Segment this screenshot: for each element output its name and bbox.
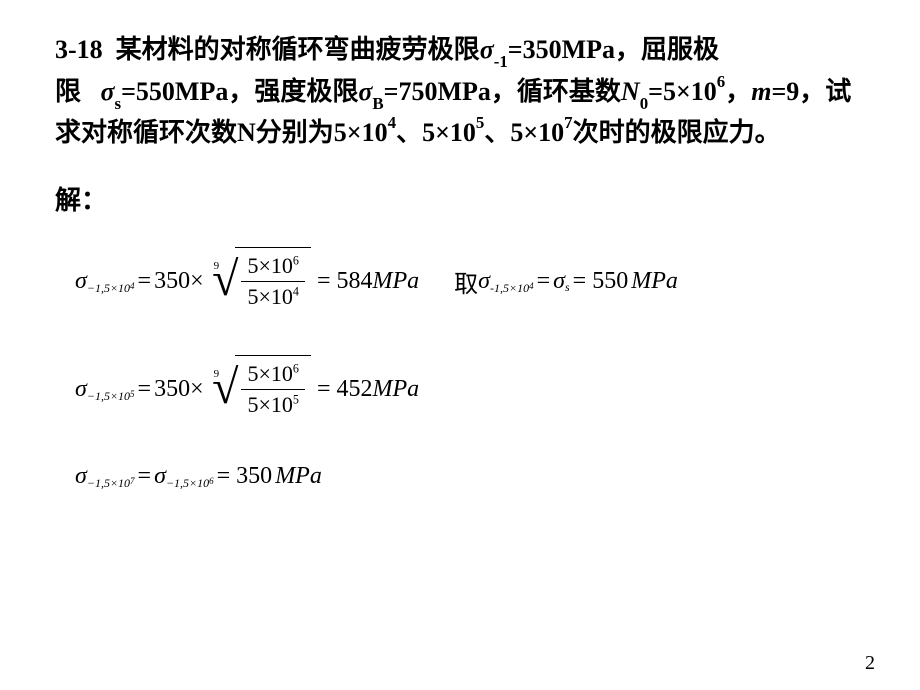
eq1-rhs-sub: -1,5×104 xyxy=(490,279,534,296)
eq2-unit: MPa xyxy=(373,376,420,403)
page-number: 2 xyxy=(865,652,875,675)
text-p7: 次时的极限应力。 xyxy=(573,118,781,147)
eq1-equals: = xyxy=(138,268,152,295)
n0-sub: 0 xyxy=(640,94,648,113)
equation-3: σ−1,5×107 = σ−1,5×106 = 350MPa xyxy=(75,463,322,490)
eq2-sub: −1,5×105 xyxy=(87,387,135,404)
eq2-sigma: σ xyxy=(75,376,87,403)
sigma-s-sub: s xyxy=(115,94,122,113)
eq1-rhs-eq: = xyxy=(537,268,551,295)
m-var: m xyxy=(751,77,771,106)
eq1-sub: −1,5×104 xyxy=(87,279,135,296)
sigma-s: σ xyxy=(101,77,115,106)
eq3-sub: −1,5×107 xyxy=(87,474,135,491)
eq1-unit: MPa xyxy=(373,268,420,295)
eq4-text: =5×10 xyxy=(648,77,717,106)
eq3-rhs-sigma: σ xyxy=(154,463,166,490)
text-p3: ， xyxy=(725,77,751,106)
eq1-rhs-unit: MPa xyxy=(631,268,678,295)
equation-1-rhs: σ-1,5×104 = σs = 550MPa xyxy=(478,268,678,295)
eq1-rhs-sigma: σ xyxy=(478,268,490,295)
eq3-rhs-sub: −1,5×106 xyxy=(166,474,214,491)
eq1-frac-den: 5×104 xyxy=(241,282,304,312)
eq1-text: =350MPa， xyxy=(508,35,641,64)
sigma-neg1-sub: -1 xyxy=(494,52,508,71)
exp4: 4 xyxy=(388,113,396,132)
eq2-text: =550MPa，强度极限 xyxy=(121,77,358,106)
eq1-root: 9 √ 5×106 5×104 xyxy=(207,247,311,315)
n0: N xyxy=(621,77,640,106)
eq3-sigma: σ xyxy=(75,463,87,490)
equation-row-2: σ−1,5×105 = 350× 9 √ 5×106 5×105 = 452MP… xyxy=(55,355,865,423)
sigma-b: σ xyxy=(358,77,372,106)
eq1-take-label: 取 xyxy=(454,264,478,299)
eq1-sigma-s-sub: s xyxy=(565,280,570,295)
eq3-text: =750MPa，循环基数 xyxy=(384,77,621,106)
eq1-frac-num: 5×106 xyxy=(241,251,304,282)
equation-row-1: σ−1,5×104 = 350× 9 √ 5×106 5×104 = 584MP… xyxy=(55,247,865,315)
eq1-fraction: 5×106 5×104 xyxy=(235,247,310,315)
problem-statement: 3-18 某材料的对称循环弯曲疲劳极限σ-1=350MPa，屈服极限 σs=55… xyxy=(55,30,865,152)
eq1-coef: 350× xyxy=(154,268,204,295)
eq2-root: 9 √ 5×106 5×105 xyxy=(207,355,311,423)
exp7: 7 xyxy=(564,113,572,132)
problem-number: 3-18 xyxy=(55,35,103,64)
text-p6: 、5×10 xyxy=(484,118,564,147)
sigma-b-sub: B xyxy=(372,94,383,113)
eq2-frac-num: 5×106 xyxy=(241,359,304,390)
exp6: 6 xyxy=(717,72,725,91)
text-p5: 、5×10 xyxy=(396,118,476,147)
eq1-rhs-val: = 550 xyxy=(573,268,629,295)
equation-1: σ−1,5×104 = 350× 9 √ 5×106 5×104 = 584MP… xyxy=(75,247,419,315)
sigma-neg1: σ xyxy=(480,35,494,64)
exp5: 5 xyxy=(476,113,484,132)
eq1-result: = 584 xyxy=(317,268,373,295)
equation-row-3: σ−1,5×107 = σ−1,5×106 = 350MPa xyxy=(55,463,865,490)
eq1-sigma: σ xyxy=(75,268,87,295)
eq2-coef: 350× xyxy=(154,376,204,403)
text-p4: 5×10 xyxy=(334,118,388,147)
eq3-unit: MPa xyxy=(275,463,322,490)
eq2-result: = 452 xyxy=(317,376,373,403)
eq1-sigma-s: σ xyxy=(553,268,565,295)
eq2-equals: = xyxy=(138,376,152,403)
text-p1: 某材料的对称循环弯曲疲劳极限 xyxy=(116,35,480,64)
eq2-frac-den: 5×105 xyxy=(241,390,304,420)
equation-2: σ−1,5×105 = 350× 9 √ 5×106 5×105 = 452MP… xyxy=(75,355,419,423)
eq2-fraction: 5×106 5×105 xyxy=(235,355,310,423)
eq3-result: = 350 xyxy=(217,463,273,490)
solution-label: 解： xyxy=(55,180,865,217)
eq3-equals: = xyxy=(138,463,152,490)
